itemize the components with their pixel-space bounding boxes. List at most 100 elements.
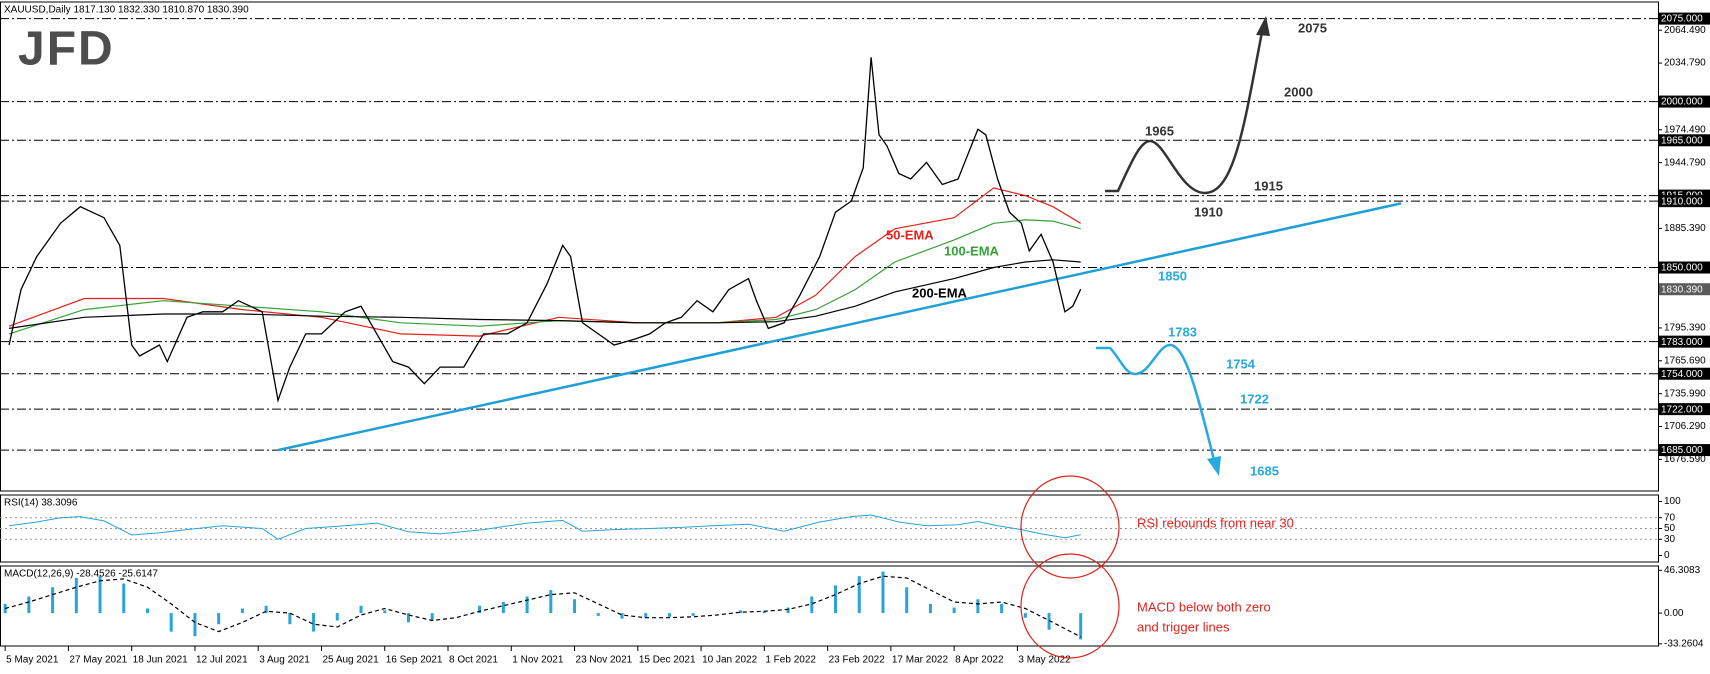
macd-bar xyxy=(217,613,221,625)
y-tick-label: 100 xyxy=(1664,496,1681,507)
macd-bar xyxy=(74,578,78,614)
callout-circle xyxy=(1020,553,1120,659)
y-tick-label: 1676.590 xyxy=(1664,454,1706,465)
x-tick-label: 17 Mar 2022 xyxy=(892,655,949,666)
macd-bar xyxy=(169,613,173,632)
x-tick-label: 3 Aug 2021 xyxy=(259,655,310,666)
scenario-path xyxy=(1096,343,1216,461)
panel-frame xyxy=(0,1,1659,492)
macd-bar xyxy=(383,610,387,614)
callout-circle xyxy=(1020,475,1120,579)
x-tick-label: 18 Jun 2021 xyxy=(133,655,188,666)
level-label-box xyxy=(1659,403,1710,416)
signal-line xyxy=(4,575,1081,638)
scenario-path xyxy=(1105,31,1264,195)
x-tick-label: 23 Nov 2021 xyxy=(576,655,633,666)
macd-bar xyxy=(312,613,316,632)
y-tick-label: 0 xyxy=(1664,550,1670,561)
y-tick-label: 0.00 xyxy=(1664,608,1684,619)
macd-bar xyxy=(1000,603,1004,614)
y-tick-label: 2034.790 xyxy=(1664,58,1706,69)
y-tick-label: 1974.490 xyxy=(1664,124,1706,135)
y-tick-label: 1735.990 xyxy=(1664,388,1706,399)
scenario-label: 1965 xyxy=(1145,123,1174,138)
level-label: 1754.000 xyxy=(1661,369,1703,380)
macd-bar xyxy=(928,603,932,614)
level-label-box xyxy=(1659,195,1710,208)
y-tick-label: 1706.290 xyxy=(1664,421,1706,432)
x-tick-label: 12 Jul 2021 xyxy=(196,655,248,666)
macd-bar xyxy=(549,590,553,614)
macd-bar xyxy=(406,613,410,623)
annotation: and trigger lines xyxy=(1137,619,1230,634)
macd-bar xyxy=(335,613,339,621)
level-label: 1965.000 xyxy=(1661,135,1703,146)
macd-bar xyxy=(644,613,648,618)
x-tick-label: 10 Jan 2022 xyxy=(702,655,757,666)
level-label-box xyxy=(1659,335,1710,348)
x-tick-label: 15 Dec 2021 xyxy=(639,655,696,666)
macd-bar xyxy=(145,608,149,614)
scenario-label: 1910 xyxy=(1194,204,1223,219)
level-label: 1722.000 xyxy=(1661,404,1703,415)
macd-bar xyxy=(193,613,197,637)
macd-bar xyxy=(691,613,695,616)
price-label: 1830.390 xyxy=(1661,284,1703,295)
macd-bar xyxy=(834,585,838,614)
ema-line xyxy=(9,259,1081,329)
logo: JFD xyxy=(18,23,115,76)
y-tick-label: -33.2604 xyxy=(1664,638,1704,649)
scenario-label: 1783 xyxy=(1168,324,1197,339)
macd-bar xyxy=(288,613,292,625)
level-label-box xyxy=(1659,12,1710,25)
level-label-box xyxy=(1659,367,1710,380)
x-tick-label: 1 Feb 2022 xyxy=(765,655,816,666)
ema-label: 100-EMA xyxy=(944,243,1000,258)
y-tick-label: 2064.490 xyxy=(1664,25,1706,36)
level-label-box xyxy=(1659,444,1710,457)
trendline xyxy=(277,202,1402,452)
x-tick-label: 8 Oct 2021 xyxy=(449,655,498,666)
level-label: 2000.000 xyxy=(1661,97,1703,108)
macd-bar xyxy=(240,608,244,614)
level-label-box xyxy=(1659,134,1710,147)
x-tick-label: 5 May 2021 xyxy=(6,655,59,666)
macd-bar xyxy=(810,596,814,614)
macd-bar xyxy=(501,602,505,614)
macd-bar xyxy=(739,610,743,614)
x-tick-label: 8 Apr 2022 xyxy=(955,655,1004,666)
scenario-arrowhead xyxy=(1256,16,1270,36)
scenario-label: 1722 xyxy=(1240,391,1269,406)
panel-title: MACD(12,26,9) -28.4526 -25.6147 xyxy=(4,569,158,580)
rsi-line xyxy=(9,514,1081,540)
macd-bar xyxy=(620,613,624,619)
macd-bar xyxy=(881,571,885,614)
panel-title: RSI(14) 38.3096 xyxy=(4,498,78,509)
scenario-arrowhead xyxy=(1207,456,1221,476)
y-tick-label: 50 xyxy=(1664,523,1676,534)
scenario-label: 1850 xyxy=(1158,268,1187,283)
macd-bar xyxy=(762,611,766,614)
macd-bar xyxy=(478,605,482,614)
macd-bar xyxy=(1079,613,1083,640)
y-tick-label: 70 xyxy=(1664,512,1676,523)
x-tick-label: 25 Aug 2021 xyxy=(322,655,379,666)
macd-bar xyxy=(573,599,577,614)
y-tick-label: 46.3083 xyxy=(1664,565,1701,576)
x-tick-label: 3 May 2022 xyxy=(1018,655,1071,666)
macd-bar xyxy=(264,605,268,614)
macd-bar xyxy=(430,613,434,621)
level-label: 2075.000 xyxy=(1661,14,1703,25)
macd-bar xyxy=(122,583,126,614)
level-label-box xyxy=(1659,95,1710,108)
level-label: 1685.000 xyxy=(1661,445,1703,456)
macd-bar xyxy=(596,613,600,616)
x-tick-label: 16 Sep 2021 xyxy=(386,655,443,666)
y-tick-label: 1885.390 xyxy=(1664,223,1706,234)
x-tick-label: 1 Nov 2021 xyxy=(512,655,564,666)
macd-bar xyxy=(976,599,980,614)
annotation: RSI rebounds from near 30 xyxy=(1137,515,1294,530)
macd-bar xyxy=(51,587,55,614)
macd-bar xyxy=(525,596,529,614)
